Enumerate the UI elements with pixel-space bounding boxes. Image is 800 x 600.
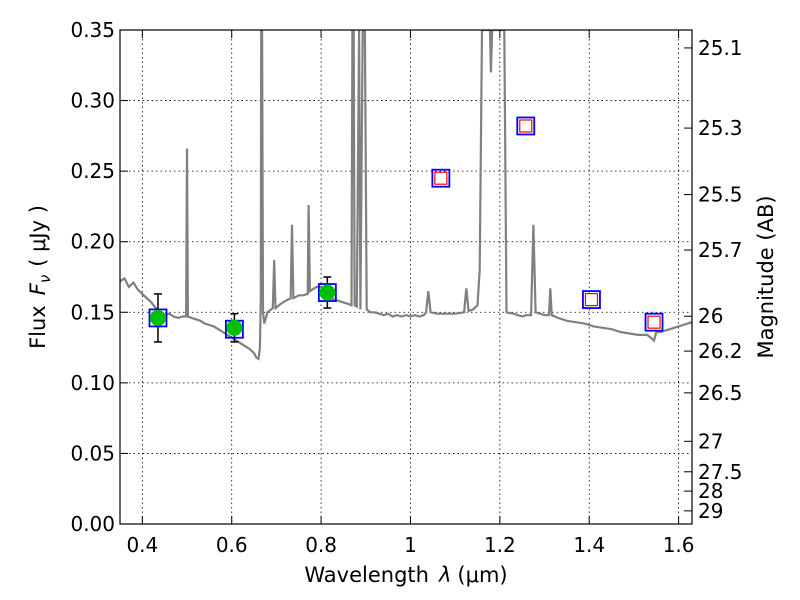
model-flux-marker <box>431 168 451 188</box>
data-markers <box>148 116 664 339</box>
y-tick-label: 0.05 <box>70 441 115 465</box>
mag-tick-label: 27.5 <box>698 460 743 484</box>
y2-axis-label: Magnitude (AB) <box>754 195 778 358</box>
axis-ticks: 0.4 0.6 0.8 1 1.2 1.4 1.6 0.00 0.05 0.10 0.15 0.20 0… <box>70 18 742 557</box>
x-tick-label: 1.4 <box>573 533 605 557</box>
nir-prediction-marker <box>434 171 448 185</box>
plot-frame <box>119 29 693 525</box>
x-tick-label: 0.4 <box>126 533 158 557</box>
x-axis-label: Wavelength λ (μm) <box>304 563 507 587</box>
model-flux-marker <box>317 283 337 302</box>
mag-tick-label: 27 <box>698 429 723 453</box>
mag-tick-label: 25.5 <box>698 183 743 207</box>
x-tick-label: 0.8 <box>305 533 337 557</box>
template-spectrum-line <box>120 30 692 361</box>
mag-tick-label: 25.3 <box>698 116 743 140</box>
model-flux-marker <box>516 116 536 136</box>
mag-tick-label: 26.5 <box>698 381 743 405</box>
y-axis-label: FluxFν( μJy ) <box>26 205 54 349</box>
observed-flux-point <box>319 284 336 301</box>
nir-prediction-marker <box>519 119 533 133</box>
model-flux-marker <box>582 290 601 309</box>
x-tick-label: 1.2 <box>484 533 516 557</box>
mag-tick-label: 28 <box>698 479 723 503</box>
mag-tick-label: 26.2 <box>698 339 743 363</box>
nir-prediction-marker <box>647 315 661 329</box>
mag-tick-label: 26 <box>698 304 723 328</box>
model-flux-marker <box>148 308 168 328</box>
observed-flux-point <box>149 309 166 326</box>
mag-tick-label: 29 <box>698 499 723 523</box>
nir-prediction-marker <box>584 292 599 307</box>
y-tick-label: 0.20 <box>70 230 115 254</box>
y-tick-label: 0.00 <box>70 512 115 536</box>
y-tick-label: 0.30 <box>70 89 115 113</box>
x-tick-label: 1 <box>404 533 417 557</box>
mag-tick-label: 25.1 <box>698 36 743 60</box>
y-tick-label: 0.15 <box>70 300 115 324</box>
x-tick-label: 1.6 <box>663 533 695 557</box>
x-tick-label: 0.6 <box>216 533 248 557</box>
y-tick-label: 0.35 <box>70 18 115 42</box>
y-tick-label: 0.10 <box>70 371 115 395</box>
model-flux-marker <box>644 312 664 332</box>
mag-tick-label: 25.7 <box>698 238 743 262</box>
grid-lines <box>120 29 692 525</box>
y-tick-label: 0.25 <box>70 159 115 183</box>
observed-flux-point <box>226 319 243 336</box>
